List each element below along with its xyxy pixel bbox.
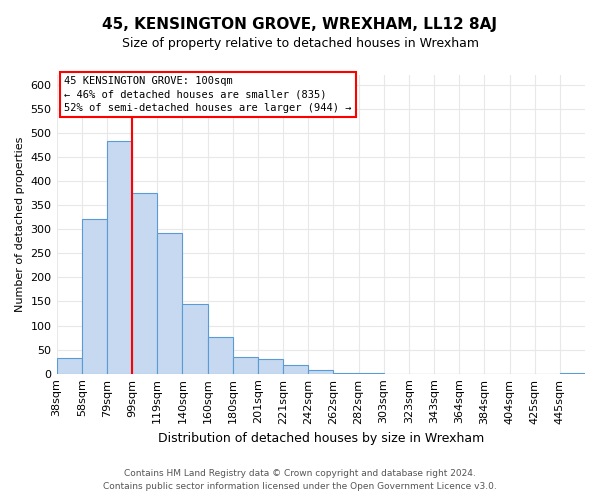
Bar — [182, 304, 208, 374]
Text: 45 KENSINGTON GROVE: 100sqm
← 46% of detached houses are smaller (835)
52% of se: 45 KENSINGTON GROVE: 100sqm ← 46% of det… — [64, 76, 352, 113]
Text: 45, KENSINGTON GROVE, WREXHAM, LL12 8AJ: 45, KENSINGTON GROVE, WREXHAM, LL12 8AJ — [103, 18, 497, 32]
X-axis label: Distribution of detached houses by size in Wrexham: Distribution of detached houses by size … — [158, 432, 484, 445]
Bar — [308, 370, 334, 374]
Bar — [208, 337, 233, 374]
Bar — [258, 359, 283, 374]
Text: Contains public sector information licensed under the Open Government Licence v3: Contains public sector information licen… — [103, 482, 497, 491]
Bar — [283, 365, 308, 374]
Bar — [132, 193, 157, 374]
Bar — [107, 141, 132, 374]
Y-axis label: Number of detached properties: Number of detached properties — [15, 136, 25, 312]
Text: Size of property relative to detached houses in Wrexham: Size of property relative to detached ho… — [121, 38, 479, 51]
Bar — [560, 372, 585, 374]
Text: Contains HM Land Registry data © Crown copyright and database right 2024.: Contains HM Land Registry data © Crown c… — [124, 468, 476, 477]
Bar — [56, 358, 82, 374]
Bar — [157, 232, 182, 374]
Bar — [82, 218, 107, 374]
Bar — [233, 358, 258, 374]
